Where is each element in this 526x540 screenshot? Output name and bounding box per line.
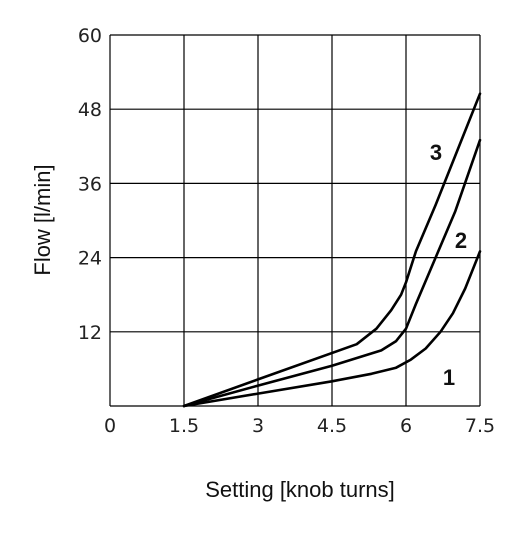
x-tick-label: 7.5 bbox=[465, 415, 495, 437]
series-label-2: 2 bbox=[455, 228, 467, 253]
series-line-3 bbox=[182, 92, 482, 408]
x-axis-label: Setting [knob turns] bbox=[205, 477, 395, 502]
x-tick-label: 3 bbox=[252, 415, 264, 437]
y-tick-label: 24 bbox=[78, 248, 102, 270]
series-labels: 1 2 3 bbox=[430, 140, 467, 390]
series-line-1 bbox=[182, 250, 482, 408]
curves bbox=[182, 92, 482, 408]
series-label-1: 1 bbox=[443, 365, 455, 390]
y-axis-label: Flow [l/min] bbox=[30, 164, 55, 275]
y-tick-label: 48 bbox=[78, 99, 102, 121]
series-line-2 bbox=[182, 138, 482, 408]
y-tick-label: 36 bbox=[78, 173, 102, 195]
x-tick-label: 0 bbox=[104, 415, 116, 437]
series-label-3: 3 bbox=[430, 140, 442, 165]
y-tick-label: 12 bbox=[78, 322, 102, 344]
x-tick-label: 1.5 bbox=[169, 415, 199, 437]
y-tick-label: 60 bbox=[78, 25, 102, 47]
x-tick-label: 4.5 bbox=[317, 415, 347, 437]
x-tick-label: 6 bbox=[400, 415, 412, 437]
